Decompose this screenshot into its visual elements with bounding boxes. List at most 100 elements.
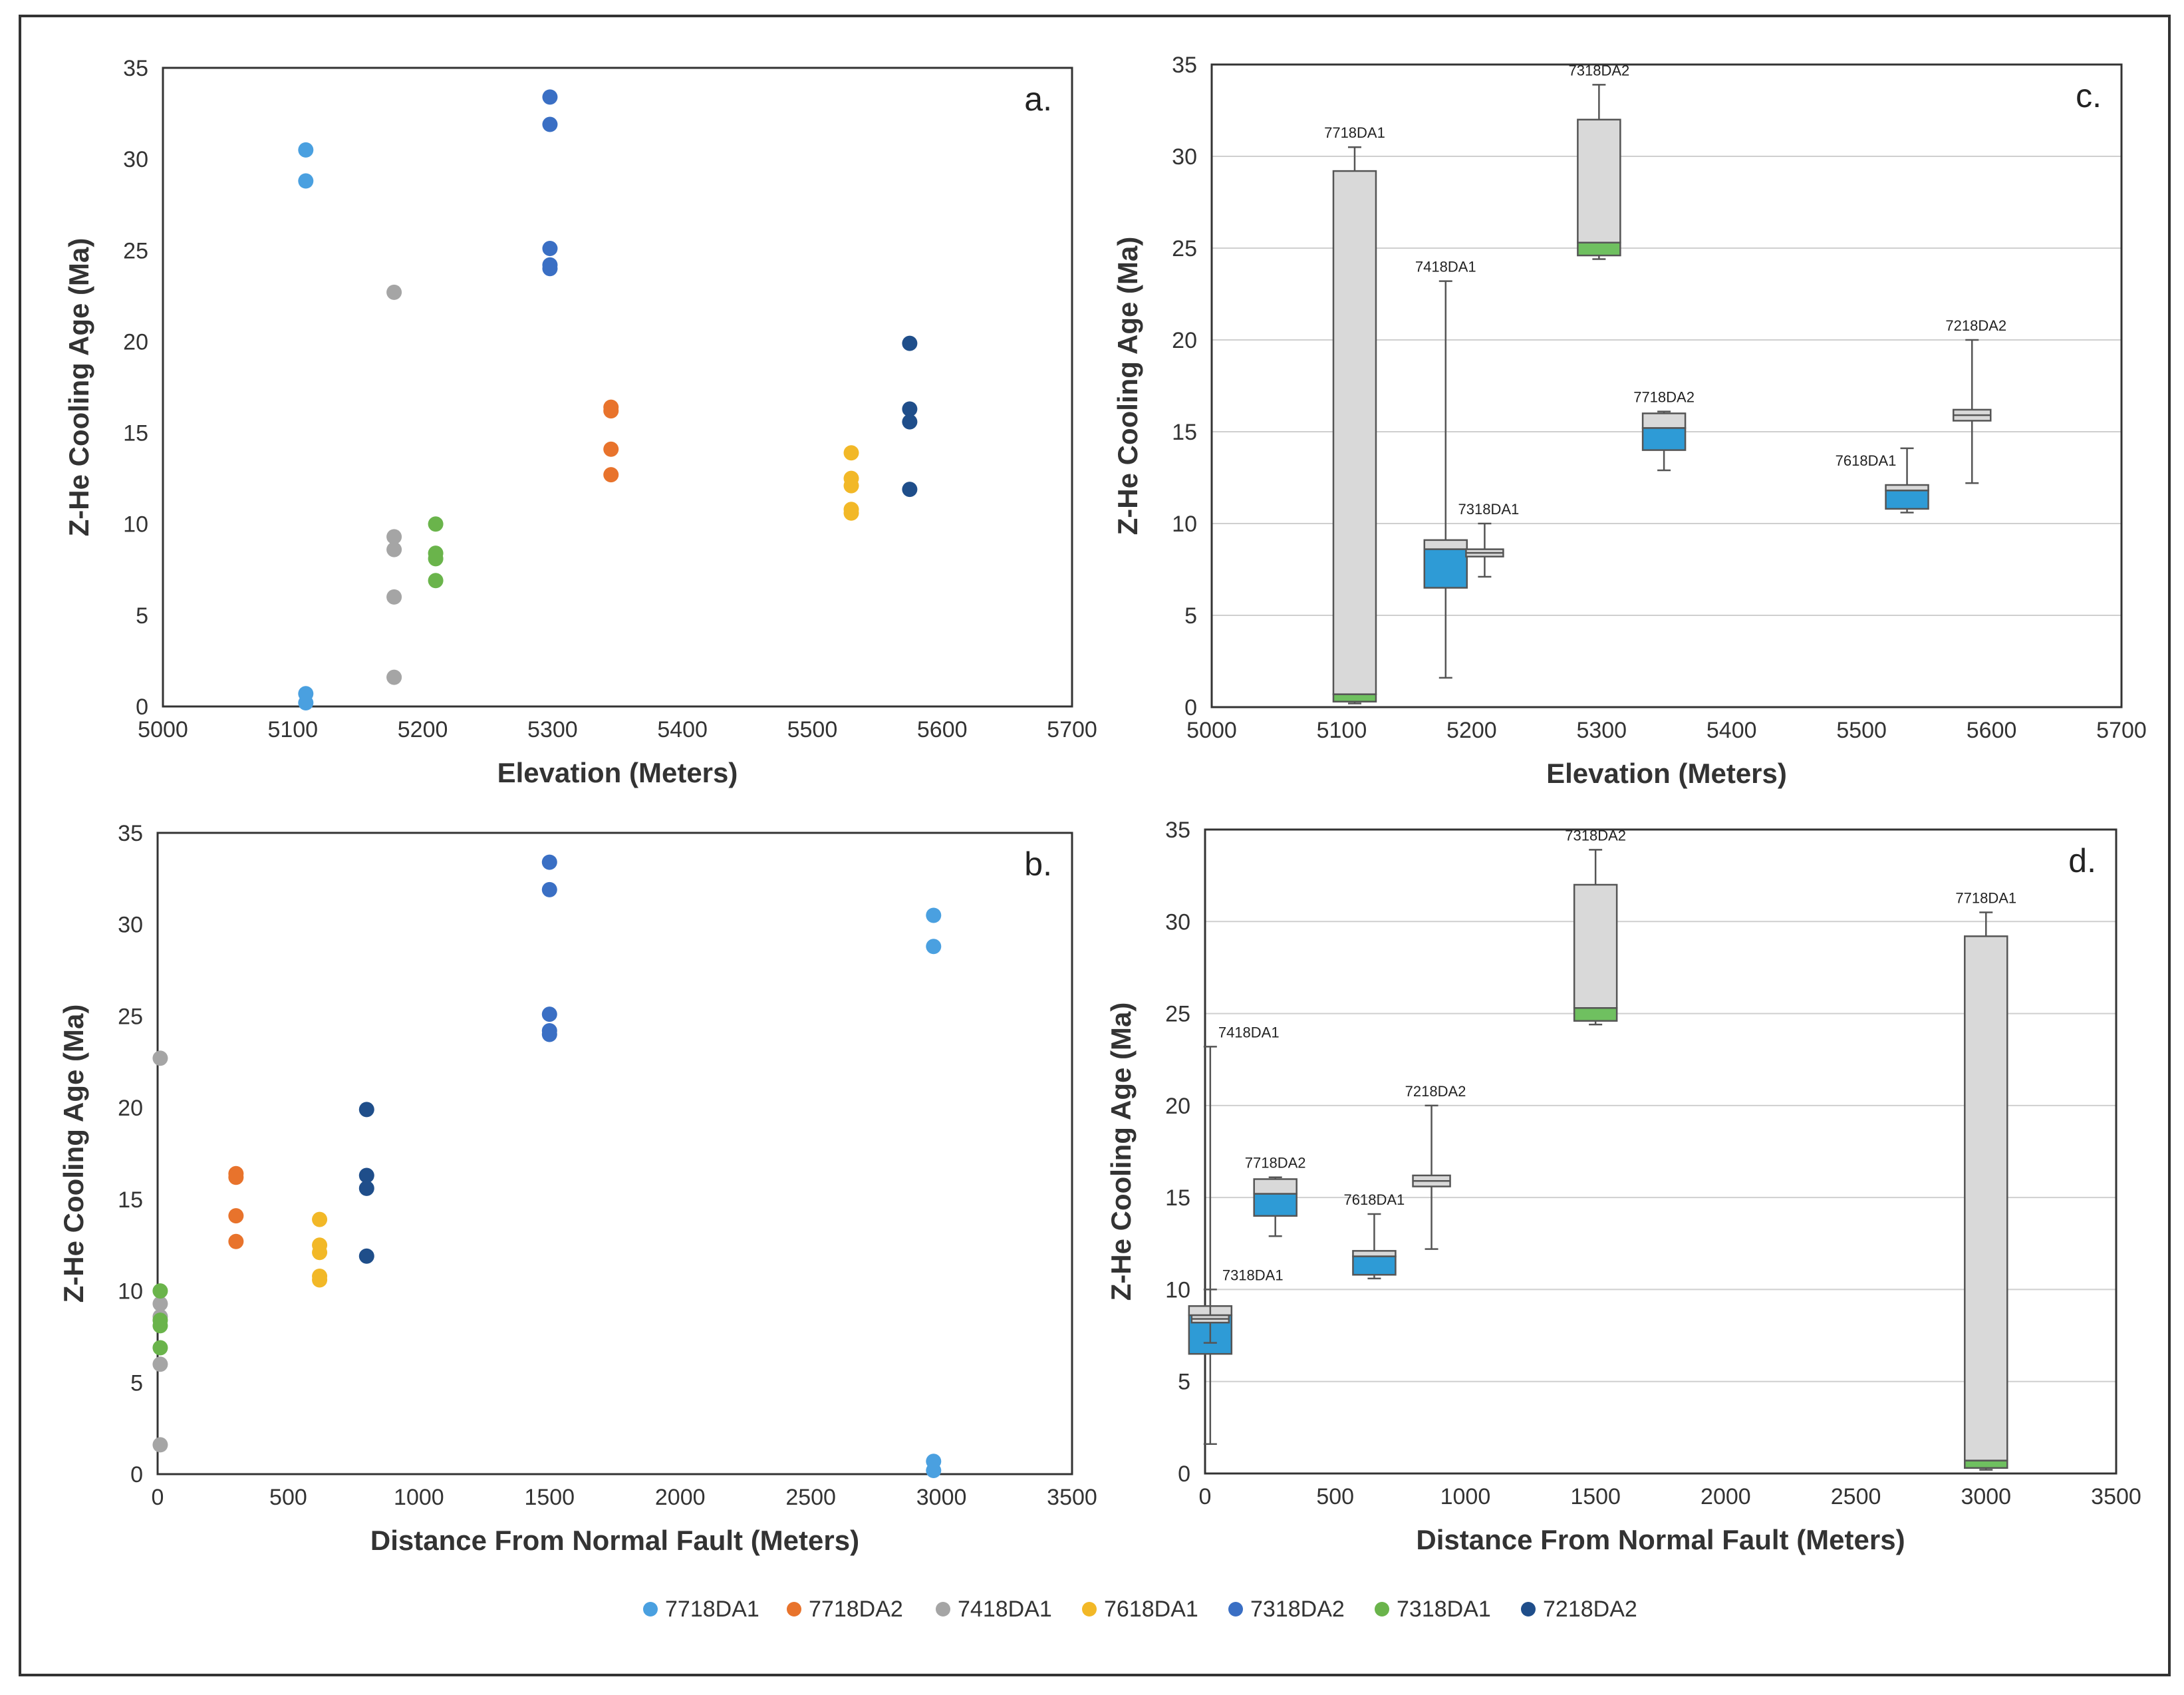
box-label: 7618DA1 bbox=[1836, 452, 1897, 469]
legend-marker bbox=[787, 1602, 801, 1617]
x-tick-label: 1000 bbox=[1440, 1484, 1491, 1509]
scatter-point bbox=[152, 1356, 168, 1372]
scatter-point bbox=[152, 1340, 168, 1356]
scatter-point bbox=[152, 1437, 168, 1453]
x-tick-label: 5700 bbox=[2096, 718, 2147, 743]
scatter-point bbox=[428, 516, 444, 532]
y-tick-label: 25 bbox=[118, 1004, 143, 1029]
scatter-point bbox=[541, 1006, 557, 1022]
legend-label: 7718DA2 bbox=[809, 1597, 903, 1622]
box-upper-quartile bbox=[1423, 539, 1468, 550]
y-tick-label: 35 bbox=[1165, 818, 1190, 843]
x-tick-label: 2000 bbox=[1701, 1484, 1751, 1509]
y-tick-label: 30 bbox=[123, 147, 148, 172]
y-tick-label: 0 bbox=[130, 1462, 143, 1487]
scatter-point bbox=[152, 1296, 168, 1312]
y-tick-label: 15 bbox=[1165, 1185, 1190, 1211]
figure-frame bbox=[19, 15, 2171, 1676]
scatter-point bbox=[603, 441, 619, 457]
x-tick-label: 5200 bbox=[1446, 718, 1497, 743]
box-label: 7418DA1 bbox=[1218, 1024, 1280, 1040]
panel-b: 0 5 10 15 20 25 30 35 0 500 1000 1500 2000 2500 3000 35… bbox=[58, 821, 1097, 1556]
scatter-point bbox=[428, 551, 444, 567]
box-label: 7618DA1 bbox=[1344, 1191, 1405, 1208]
y-tick-label: 0 bbox=[1178, 1462, 1190, 1487]
box-lower-quartile bbox=[1332, 693, 1377, 702]
box-upper-quartile bbox=[1332, 170, 1377, 695]
scatter-point bbox=[843, 505, 859, 521]
legend-marker bbox=[1228, 1602, 1243, 1617]
x-axis-title: Elevation (Meters) bbox=[1546, 758, 1787, 789]
scatter-point bbox=[542, 116, 558, 132]
panel-label: c. bbox=[2076, 77, 2102, 114]
y-tick-label: 25 bbox=[1172, 236, 1197, 261]
y-axis-title: Z-He Cooling Age (Ma) bbox=[63, 238, 94, 537]
scatter-point bbox=[298, 142, 314, 158]
x-tick-label: 2500 bbox=[785, 1485, 836, 1510]
scatter-point bbox=[902, 482, 918, 498]
scatter-point bbox=[843, 478, 859, 494]
scatter-point bbox=[312, 1211, 328, 1227]
scatter-point bbox=[228, 1233, 244, 1249]
panel-label: a. bbox=[1024, 80, 1052, 118]
y-tick-label: 20 bbox=[123, 329, 148, 355]
y-tick-label: 20 bbox=[118, 1096, 143, 1121]
scatter-point bbox=[541, 881, 557, 897]
box-label: 7318DA2 bbox=[1565, 827, 1626, 844]
scatter-point bbox=[386, 284, 402, 300]
y-tick-label: 15 bbox=[118, 1187, 143, 1213]
x-axis-title: Distance From Normal Fault (Meters) bbox=[370, 1525, 859, 1556]
scatter-point bbox=[902, 335, 918, 351]
y-axis-title: Z-He Cooling Age (Ma) bbox=[1112, 237, 1143, 536]
box-lower-quartile bbox=[1964, 1460, 2008, 1469]
y-tick-label: 30 bbox=[1165, 909, 1190, 935]
y-tick-label: 15 bbox=[1172, 420, 1197, 445]
x-tick-label: 3500 bbox=[2091, 1484, 2141, 1509]
box-lower-quartile bbox=[1253, 1193, 1297, 1217]
x-tick-label: 2500 bbox=[1831, 1484, 1881, 1509]
x-tick-label: 3000 bbox=[916, 1485, 967, 1510]
scatter-point bbox=[386, 589, 402, 605]
x-tick-label: 2000 bbox=[655, 1485, 706, 1510]
panel-label: d. bbox=[2068, 842, 2096, 879]
plot-area bbox=[162, 67, 1073, 708]
legend-label: 7718DA1 bbox=[665, 1597, 759, 1622]
box-label: 7318DA1 bbox=[1222, 1267, 1284, 1283]
scatter-point bbox=[603, 467, 619, 483]
scatter-point bbox=[902, 414, 918, 430]
x-tick-label: 5400 bbox=[1706, 718, 1757, 743]
box-label: 7718DA1 bbox=[1955, 889, 2016, 906]
y-tick-label: 35 bbox=[1172, 53, 1197, 78]
x-tick-label: 5000 bbox=[1186, 718, 1237, 743]
legend-label: 7418DA1 bbox=[958, 1597, 1052, 1622]
y-tick-label: 20 bbox=[1165, 1094, 1190, 1119]
scatter-point bbox=[298, 695, 314, 711]
scatter-point bbox=[926, 1462, 942, 1478]
scatter-point bbox=[902, 401, 918, 417]
box-lower-quartile bbox=[1577, 241, 1621, 257]
legend-marker bbox=[936, 1602, 950, 1617]
panel-d: 0 5 10 15 20 25 30 35 0 500 1000 1500 2000 2500 3000 35… bbox=[1105, 818, 2141, 1555]
legend: 7718DA1 7718DA2 7418DA1 7618DA1 7318DA2 7318D… bbox=[643, 1597, 1637, 1622]
scatter-point bbox=[228, 1208, 244, 1224]
x-tick-label: 1500 bbox=[524, 1485, 575, 1510]
scatter-point bbox=[386, 541, 402, 557]
box-label: 7218DA2 bbox=[1405, 1083, 1466, 1100]
scatter-point bbox=[603, 403, 619, 419]
legend-marker bbox=[1521, 1602, 1536, 1617]
plot-area bbox=[1210, 63, 2123, 708]
x-axis-title: Distance From Normal Fault (Meters) bbox=[1416, 1524, 1905, 1555]
x-tick-label: 5500 bbox=[787, 717, 838, 742]
x-tick-label: 1000 bbox=[394, 1485, 444, 1510]
x-tick-label: 5000 bbox=[138, 717, 188, 742]
scatter-point bbox=[386, 529, 402, 545]
scatter-point bbox=[542, 241, 558, 257]
y-tick-label: 5 bbox=[136, 603, 148, 629]
scatter-point bbox=[298, 173, 314, 189]
legend-label: 7318DA2 bbox=[1250, 1597, 1345, 1622]
y-tick-label: 35 bbox=[118, 821, 143, 846]
scatter-point bbox=[542, 89, 558, 105]
box-upper-quartile bbox=[1573, 883, 1618, 1009]
y-tick-label: 0 bbox=[136, 694, 148, 720]
y-tick-label: 10 bbox=[118, 1279, 143, 1305]
